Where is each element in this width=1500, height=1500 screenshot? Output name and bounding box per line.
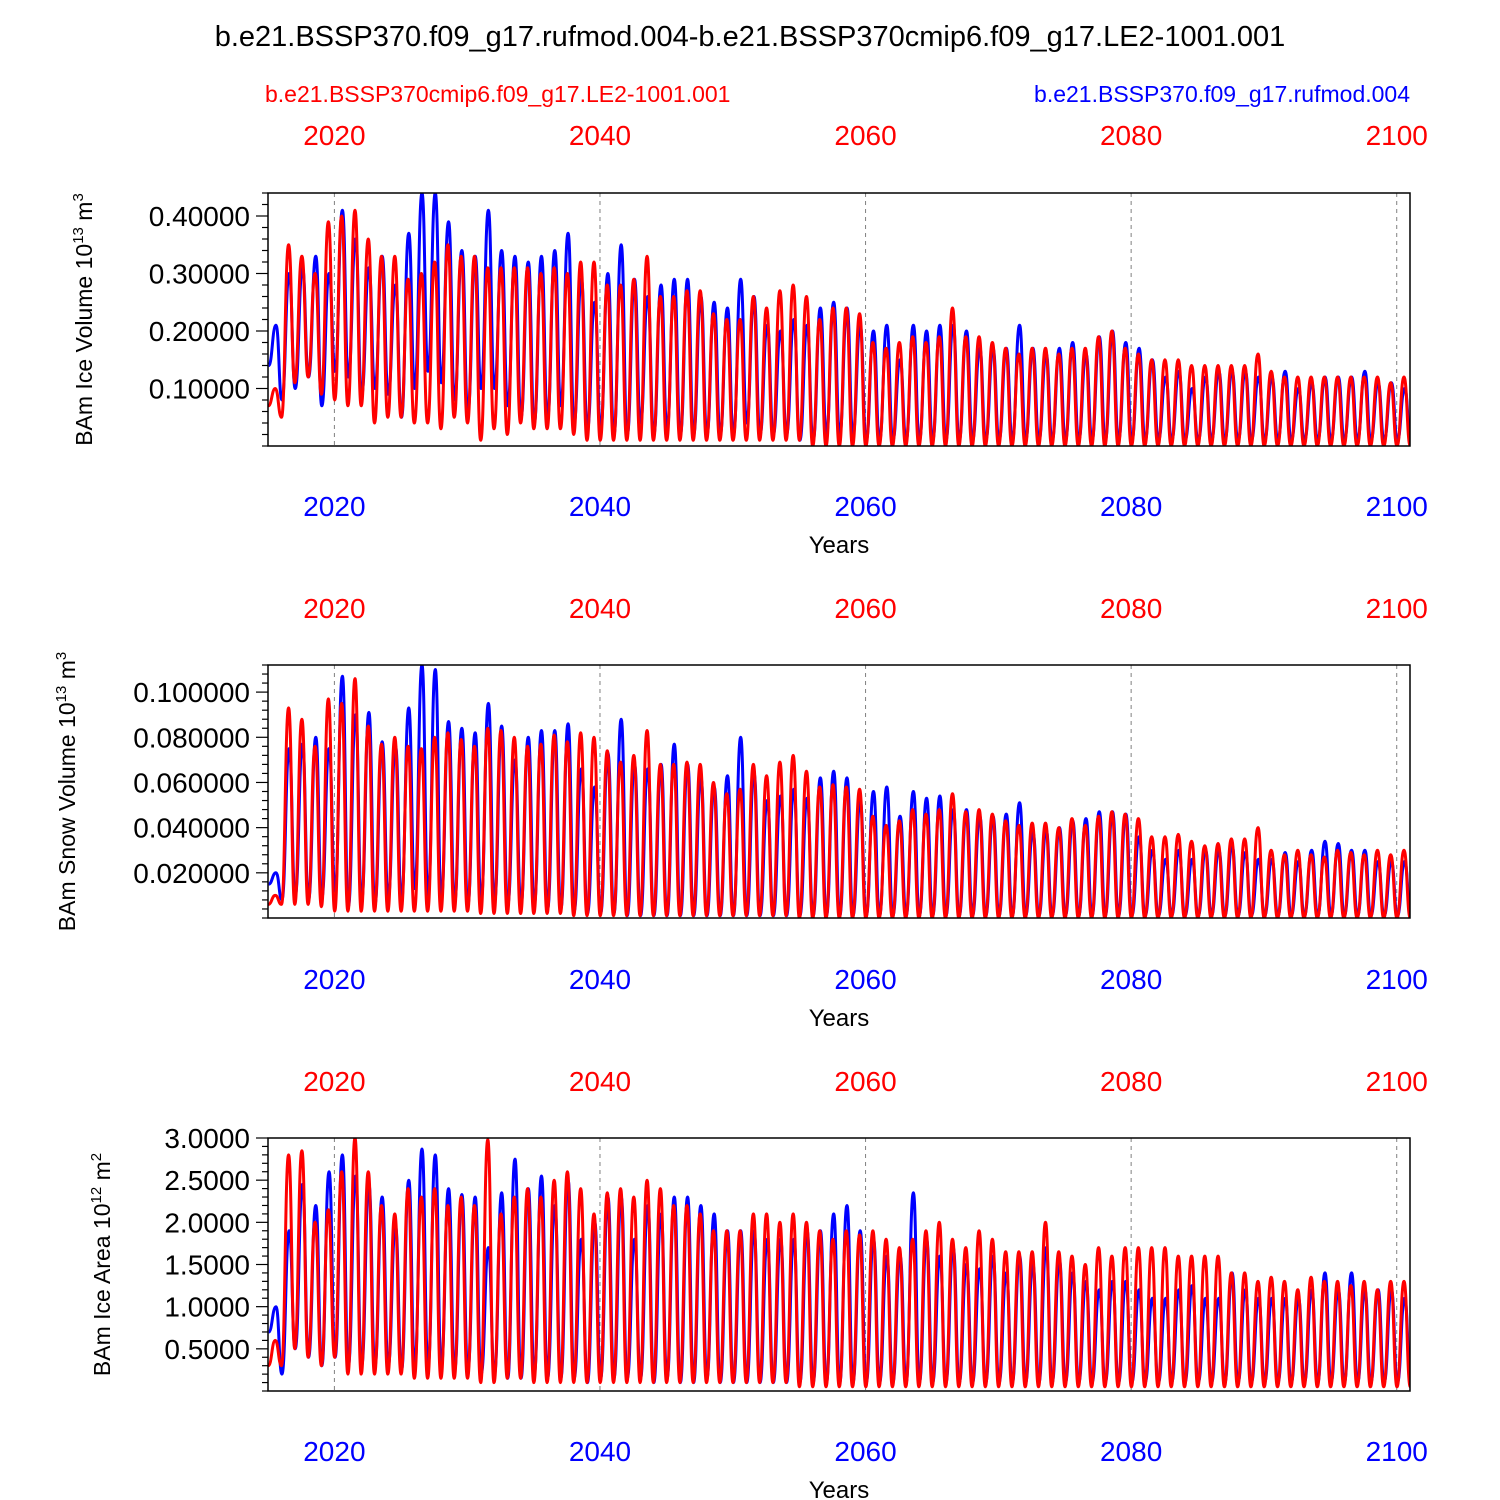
y-axis-label-exp: 12 xyxy=(88,1187,105,1204)
y-tick-label: 0.10000 xyxy=(149,374,250,405)
x-tick-label-bottom: 2060 xyxy=(834,491,896,522)
y-tick-label: 0.040000 xyxy=(133,813,250,844)
x-tick-label-bottom: 2060 xyxy=(834,1436,896,1467)
x-tick-label-top: 2040 xyxy=(569,120,631,151)
y-tick-label: 0.5000 xyxy=(164,1334,250,1365)
x-tick-label-top: 2060 xyxy=(834,593,896,624)
legend-left-label: b.e21.BSSP370cmip6.f09_g17.LE2-1001.001 xyxy=(265,81,730,107)
y-axis-label: BAm Ice Area 1012 m2 xyxy=(88,1153,115,1376)
x-tick-label-top: 2020 xyxy=(303,1066,365,1097)
y-axis-label: BAm Ice Volume 1013 m3 xyxy=(70,193,97,446)
y-axis-label-unit: m xyxy=(89,1161,115,1187)
y-axis-label-unit-exp: 3 xyxy=(53,652,70,660)
panel-snow-volume: 2020 2020 2040 2040 2060 2060 2080 2080 2100 2100… xyxy=(53,593,1428,1032)
x-tick-label-top: 2040 xyxy=(569,593,631,624)
x-axis-label: Years xyxy=(809,1477,870,1500)
y-axis-label-exp: 13 xyxy=(53,686,70,703)
x-tick-label-bottom: 2020 xyxy=(303,1436,365,1467)
x-axis-label: Years xyxy=(809,532,870,559)
y-tick-label: 0.100000 xyxy=(133,677,250,708)
figure-title: b.e21.BSSP370.f09_g17.rufmod.004-b.e21.B… xyxy=(215,21,1286,53)
panel-ice-volume: 2020 2020 2040 2040 2060 2060 2080 2080 2100 2100… xyxy=(70,120,1428,559)
x-tick-label-bottom: 2100 xyxy=(1366,491,1428,522)
y-tick-label: 2.5000 xyxy=(164,1165,250,1196)
x-tick-label-top: 2080 xyxy=(1100,593,1162,624)
x-tick-label-top: 2100 xyxy=(1366,120,1428,151)
y-axis-label-unit: m xyxy=(54,660,80,686)
y-tick-label: 0.40000 xyxy=(149,201,250,232)
y-tick-label: 1.0000 xyxy=(164,1292,250,1323)
y-tick-label: 0.060000 xyxy=(133,767,250,798)
y-axis-label-unit-exp: 2 xyxy=(88,1153,105,1161)
y-axis-label: BAm Snow Volume 1013 m3 xyxy=(53,652,80,931)
x-tick-label-bottom: 2020 xyxy=(303,491,365,522)
x-tick-label-bottom: 2080 xyxy=(1100,491,1162,522)
y-tick-label: 0.020000 xyxy=(133,858,250,889)
y-axis-label-main: BAm Snow Volume 10 xyxy=(54,702,80,931)
x-tick-label-top: 2100 xyxy=(1366,593,1428,624)
x-tick-label-bottom: 2040 xyxy=(569,491,631,522)
x-tick-label-top: 2020 xyxy=(303,593,365,624)
series-line-le2 xyxy=(268,208,1410,446)
y-axis-label-main: BAm Ice Volume 10 xyxy=(71,244,97,446)
y-tick-label: 0.30000 xyxy=(149,259,250,290)
y-axis-label-exp: 13 xyxy=(70,227,87,244)
plot-area xyxy=(268,1138,1410,1389)
x-tick-label-bottom: 2040 xyxy=(569,964,631,995)
y-tick-label: 1.5000 xyxy=(164,1250,250,1281)
y-tick-label: 0.080000 xyxy=(133,722,250,753)
x-axis-label: Years xyxy=(809,1005,870,1032)
x-tick-label-bottom: 2080 xyxy=(1100,964,1162,995)
panel-ice-area: 2020 2020 2040 2040 2060 2060 2080 2080 2100 2100… xyxy=(88,1066,1428,1500)
y-axis-label-unit-exp: 3 xyxy=(70,193,87,201)
x-tick-label-top: 2060 xyxy=(834,120,896,151)
y-tick-label: 3.0000 xyxy=(164,1123,250,1154)
x-tick-label-bottom: 2060 xyxy=(834,964,896,995)
x-tick-label-top: 2060 xyxy=(834,1066,896,1097)
legend-right-label: b.e21.BSSP370.f09_g17.rufmod.004 xyxy=(1034,81,1410,107)
y-tick-label: 0.20000 xyxy=(149,316,250,347)
x-tick-label-bottom: 2080 xyxy=(1100,1436,1162,1467)
x-tick-label-top: 2040 xyxy=(569,1066,631,1097)
x-tick-label-top: 2100 xyxy=(1366,1066,1428,1097)
y-axis-label-unit: m xyxy=(71,202,97,228)
x-tick-label-top: 2020 xyxy=(303,120,365,151)
x-tick-label-top: 2080 xyxy=(1100,120,1162,151)
x-tick-label-bottom: 2100 xyxy=(1366,964,1428,995)
plot-area xyxy=(268,193,1410,446)
y-axis-label-main: BAm Ice Area 10 xyxy=(89,1204,115,1377)
x-tick-label-top: 2080 xyxy=(1100,1066,1162,1097)
series-line-le2 xyxy=(268,677,1410,918)
y-tick-label: 2.0000 xyxy=(164,1207,250,1238)
x-tick-label-bottom: 2020 xyxy=(303,964,365,995)
x-tick-label-bottom: 2100 xyxy=(1366,1436,1428,1467)
series-line-le2 xyxy=(268,1138,1410,1389)
plot-area xyxy=(268,665,1410,918)
x-tick-label-bottom: 2040 xyxy=(569,1436,631,1467)
